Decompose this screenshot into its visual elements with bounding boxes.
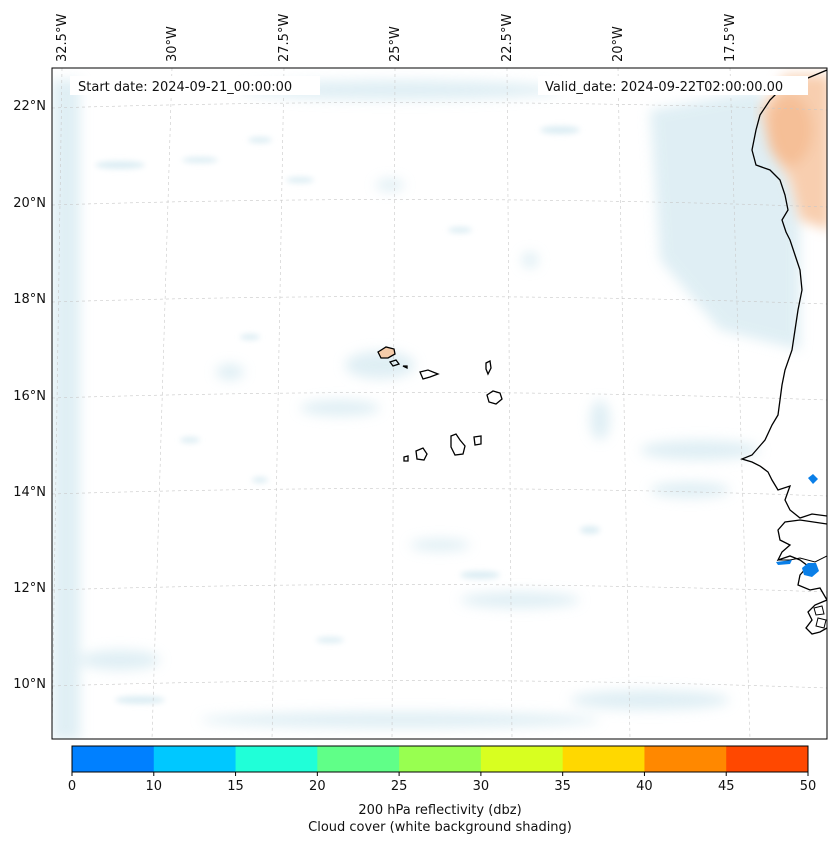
island-santiago: [450, 433, 466, 456]
colorbar-frame: [71, 745, 809, 773]
colorbar-segment: [480, 746, 564, 772]
colorbar-tick-label: 15: [227, 779, 244, 794]
start-date-label: Start date: 2024-09-21_00:00:00: [78, 80, 292, 95]
lat-label: 10°N: [13, 677, 46, 692]
colorbar-label: 200 hPa reflectivity (dbz): [358, 803, 521, 818]
colorbar-segment: [72, 746, 155, 772]
colorbar-tick-label: 50: [800, 779, 817, 794]
island-santo-antao: [377, 346, 396, 359]
colorbar-segment: [644, 746, 727, 772]
colorbar-tick-label: 0: [68, 779, 76, 794]
colorbar-tick-label: 10: [146, 779, 163, 794]
cloud-cover-shading: [52, 80, 800, 739]
coastline-senegambia: [776, 519, 827, 601]
colorbar-tick-label: 30: [473, 779, 490, 794]
colorbar-sublabel: Cloud cover (white background shading): [308, 820, 572, 835]
coastline-guinea-bissau: [805, 599, 827, 635]
map-frame: [51, 67, 828, 740]
colorbar-tick-label: 25: [391, 779, 408, 794]
islands: [377, 346, 503, 462]
cloud-cover-detail: [95, 126, 600, 704]
colorbar-segment: [317, 746, 400, 772]
lon-label: 32.5°W: [55, 14, 70, 62]
island-brava: [403, 455, 409, 462]
reflectivity-patch-3: [776, 560, 792, 565]
colorbar-segment: [235, 746, 318, 772]
lon-label: 27.5°W: [277, 14, 292, 62]
coastline: [740, 69, 827, 519]
island-sao-nicolau: [419, 369, 440, 380]
colorbar-tick-label: 20: [309, 779, 326, 794]
longitude-labels: 32.5°W 30°W 27.5°W 25°W 22.5°W 20°W 17.5…: [55, 14, 738, 62]
lon-label: 30°W: [165, 26, 180, 62]
lat-label: 22°N: [13, 99, 46, 114]
island-sal: [485, 360, 492, 376]
lat-label: 14°N: [13, 485, 46, 500]
valid-date-box: [538, 76, 808, 95]
gridlines: [52, 68, 827, 739]
reflectivity-patches: [776, 474, 819, 577]
lon-label: 22.5°W: [500, 14, 515, 62]
island-bijagos: [813, 605, 827, 629]
lon-label: 17.5°W: [723, 14, 738, 62]
lat-label: 20°N: [13, 196, 46, 211]
land-reflectivity-shading: [760, 75, 827, 229]
colorbar: 0 10 15 20 25 30 35 40 45 50: [68, 745, 817, 794]
lon-label: 25°W: [388, 26, 403, 62]
gambia-river: [778, 555, 827, 563]
lat-label: 18°N: [13, 292, 46, 307]
valid-date-label: Valid_date: 2024-09-22T02:00:00.00: [545, 80, 783, 95]
lon-label: 20°W: [611, 26, 626, 62]
island-sao-vicente: [388, 359, 401, 367]
colorbar-segment: [399, 746, 482, 772]
island-boa-vista: [486, 390, 503, 405]
island-maio: [473, 435, 482, 446]
island-santa-luzia: [402, 365, 408, 370]
reflectivity-patch-2: [802, 563, 819, 577]
colorbar-tick-label: 35: [554, 779, 571, 794]
start-date-box: [70, 76, 320, 95]
lat-label: 12°N: [13, 581, 46, 596]
colorbar-segment: [153, 746, 237, 772]
lat-label: 16°N: [13, 389, 46, 404]
colorbar-segment: [562, 746, 645, 772]
colorbar-tick-label: 45: [718, 779, 735, 794]
colorbar-tick-label: 40: [636, 779, 653, 794]
island-fogo: [415, 447, 428, 461]
reflectivity-patch-1: [808, 474, 818, 484]
latitude-labels: 22°N 20°N 18°N 16°N 14°N 12°N 10°N: [13, 99, 46, 692]
colorbar-segment: [726, 746, 809, 772]
